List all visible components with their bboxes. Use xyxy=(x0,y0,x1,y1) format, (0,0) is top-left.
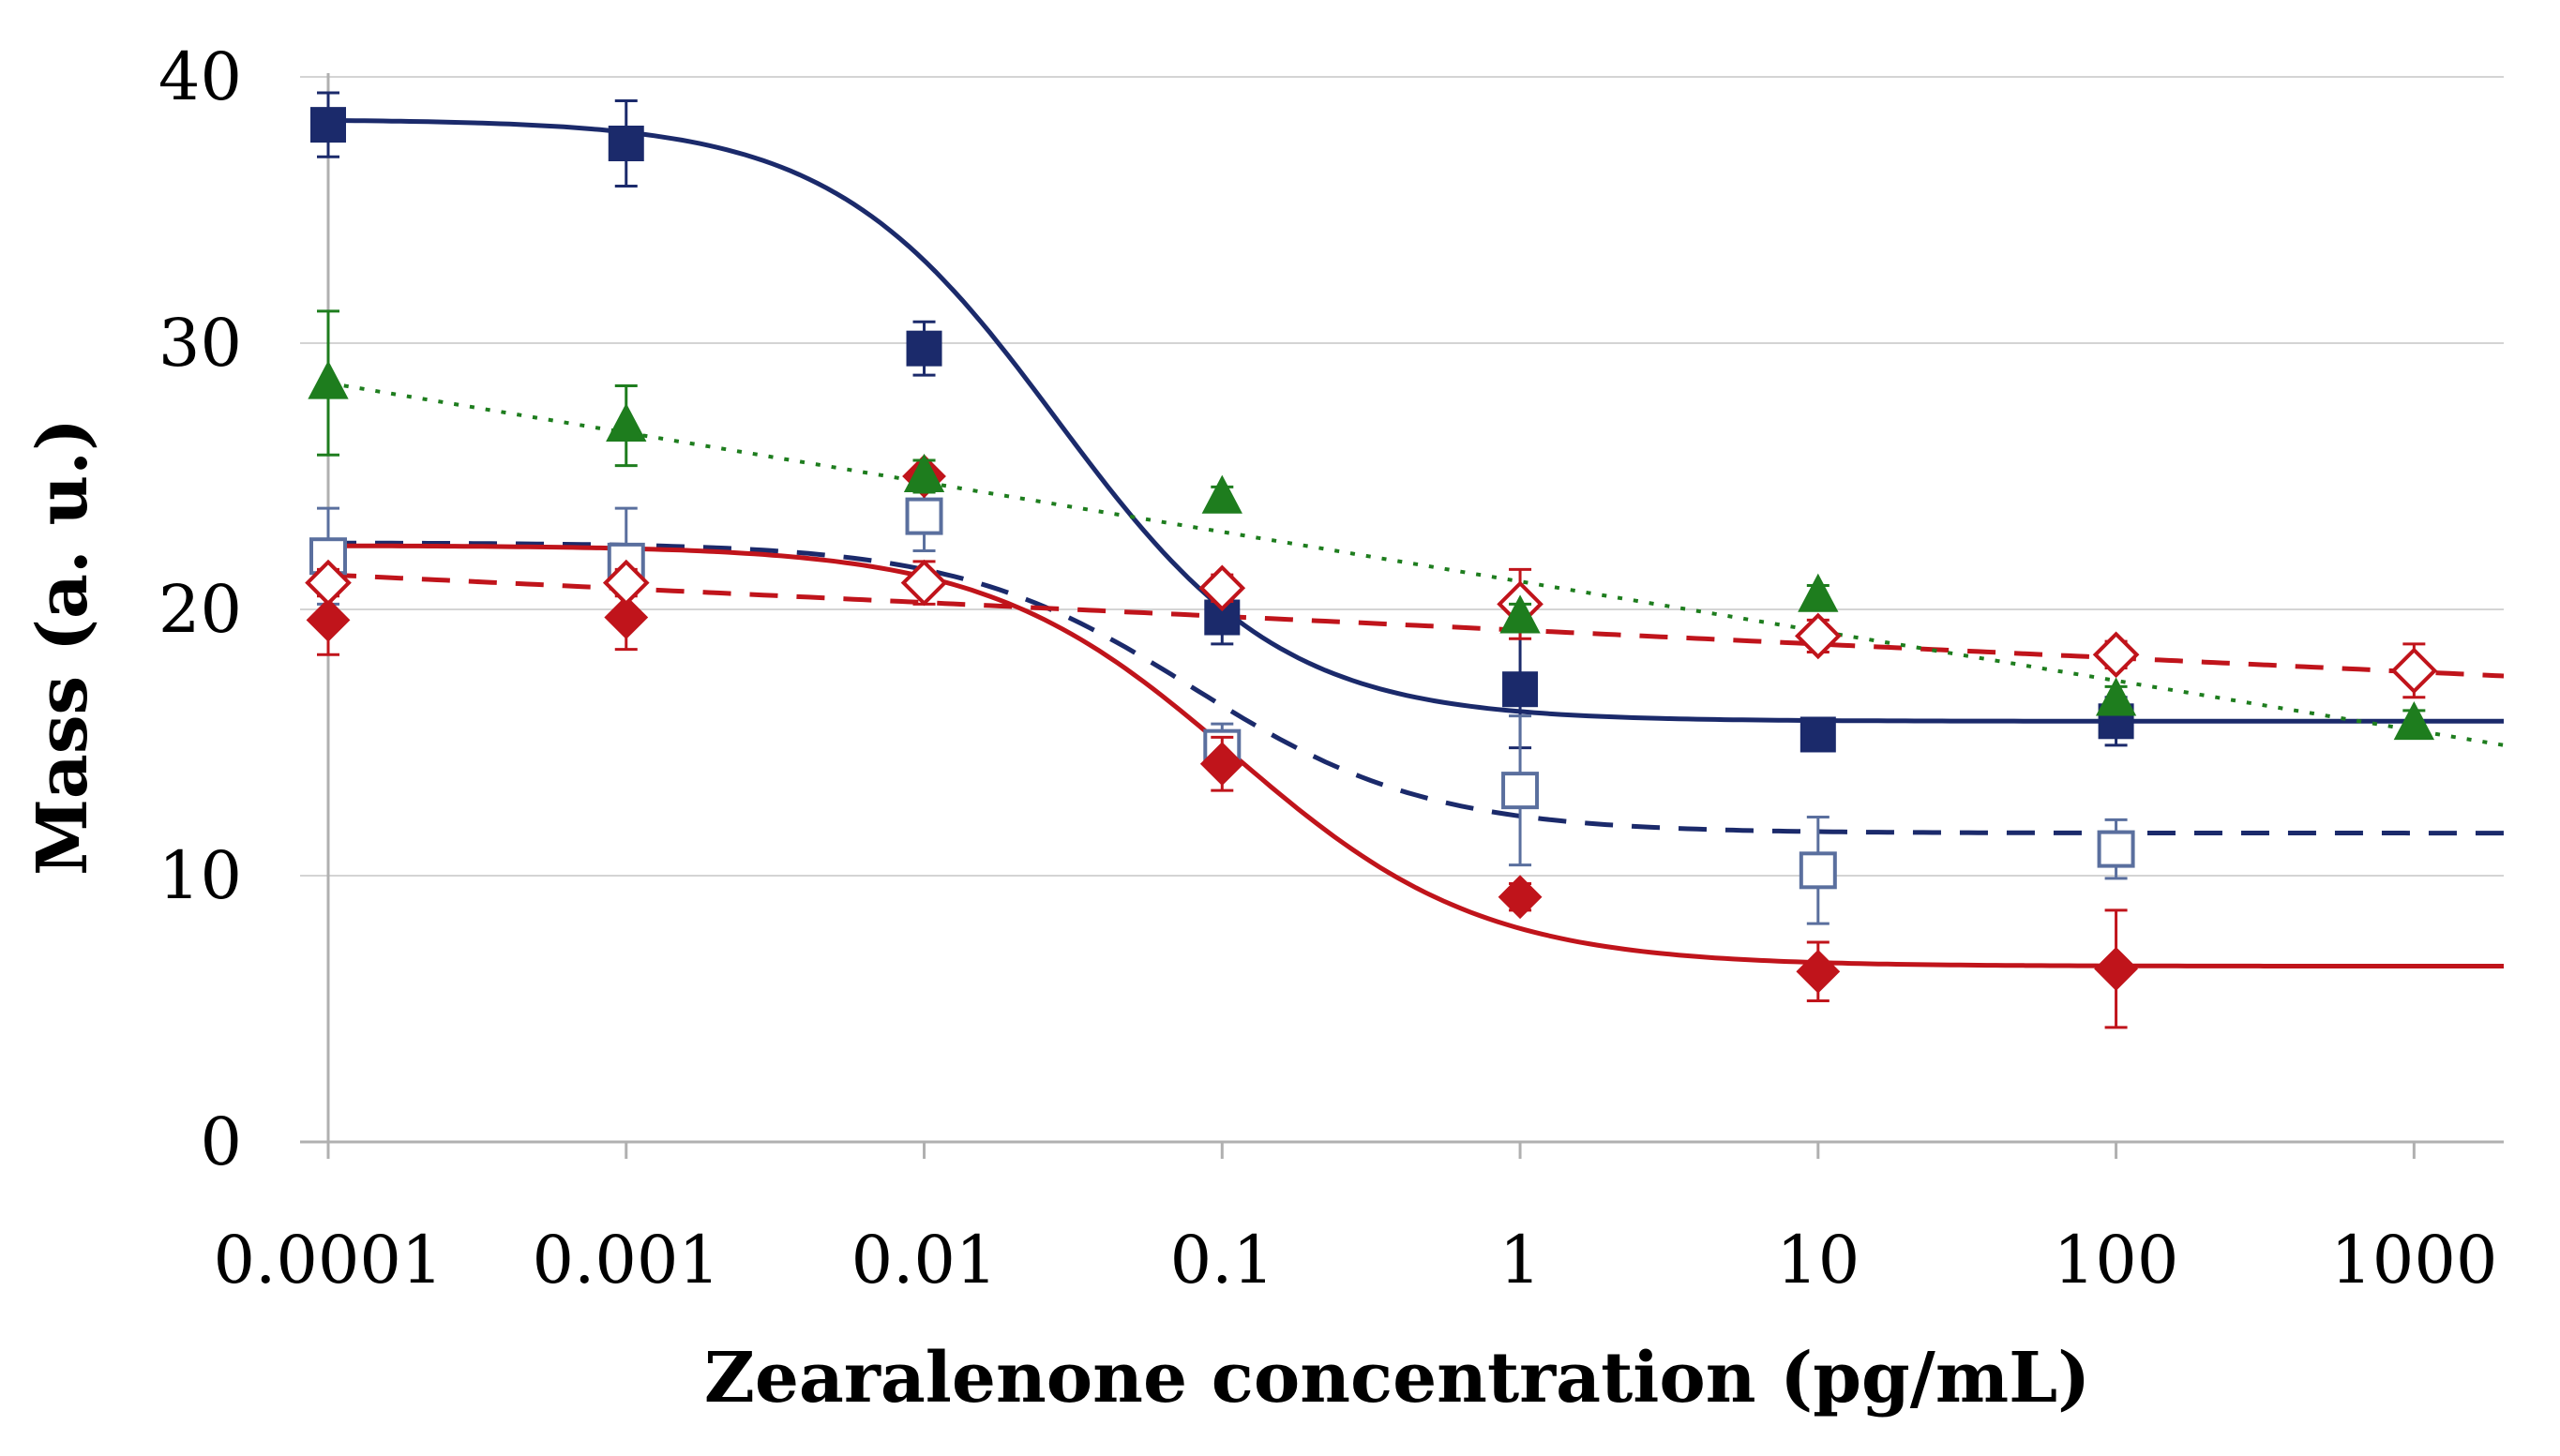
x-axis-title: Zearalenone concentration (pg/mL) xyxy=(704,1338,2090,1418)
x-tick-label: 1 xyxy=(1499,1222,1542,1298)
marker-square xyxy=(906,330,942,367)
marker-diamond xyxy=(2390,647,2438,695)
marker-triangle xyxy=(2095,677,2137,716)
data-point-filled-diamonds xyxy=(1199,735,1244,792)
data-point-filled-triangles xyxy=(1798,573,1839,612)
marker-diamond xyxy=(1199,742,1244,787)
labels-layer: 0 10 20 30 40 0.0001 0.001 0.01 0.1 1 10 100 1000 xyxy=(158,38,2498,1298)
marker-diamond xyxy=(2094,946,2138,991)
x-tick-label: 0.1 xyxy=(1170,1222,1274,1298)
y-tick-label: 40 xyxy=(158,38,242,115)
data-point-filled-triangles xyxy=(2393,700,2435,741)
x-tick-label: 0.001 xyxy=(533,1222,720,1298)
marker-diamond xyxy=(1796,949,1841,994)
marker-diamond xyxy=(602,559,650,607)
fit-lines-layer xyxy=(327,117,2505,968)
marker-square xyxy=(1799,851,1837,890)
data-point-open-squares xyxy=(2097,818,2135,880)
y-tick-label: 20 xyxy=(158,571,242,648)
data-point-filled-diamonds xyxy=(1498,875,1543,920)
fit-line-open-diamonds xyxy=(327,572,2505,679)
marker-diamond xyxy=(1794,612,1842,660)
data-point-filled-squares xyxy=(1204,589,1241,646)
y-axis-title: Mass (a. u.) xyxy=(23,418,103,876)
data-point-filled-triangles xyxy=(1499,594,1541,634)
marker-diamond xyxy=(2092,631,2140,679)
fit-line-filled-diamonds xyxy=(328,543,2504,968)
marker-triangle xyxy=(903,453,945,492)
marker-square xyxy=(1800,716,1836,753)
marker-square xyxy=(1502,671,1539,708)
data-point-filled-triangles xyxy=(903,453,945,494)
fit-line-filled-triangles xyxy=(327,381,2505,747)
data-point-open-squares xyxy=(1501,714,1540,867)
data-point-filled-triangles xyxy=(606,383,647,468)
data-point-filled-diamonds xyxy=(1796,940,1841,1002)
data-point-open-diamonds xyxy=(305,559,352,607)
data-point-filled-squares xyxy=(608,99,644,188)
data-point-filled-squares xyxy=(310,91,346,158)
marker-square xyxy=(608,126,644,161)
data-point-filled-triangles xyxy=(1201,474,1242,514)
marker-square xyxy=(905,497,943,535)
fit-line-open-squares xyxy=(328,540,2504,836)
marker-diamond xyxy=(900,559,948,607)
data-point-filled-squares xyxy=(1800,716,1836,753)
marker-triangle xyxy=(1798,573,1839,612)
y-tick-label: 0 xyxy=(200,1103,242,1180)
marker-square xyxy=(310,107,346,143)
data-point-open-diamonds xyxy=(2390,642,2438,699)
marks-layer xyxy=(305,91,2438,1029)
data-point-open-diamonds xyxy=(1198,564,1246,612)
marker-diamond xyxy=(604,595,649,639)
marker-triangle xyxy=(308,360,349,399)
y-tick-label: 30 xyxy=(158,305,242,382)
x-tick-label: 10 xyxy=(1776,1222,1860,1298)
x-tick-label: 100 xyxy=(2054,1222,2179,1298)
marker-square xyxy=(1501,772,1540,810)
marker-diamond xyxy=(1498,875,1543,920)
marker-triangle xyxy=(606,402,647,443)
x-tick-label: 1000 xyxy=(2330,1222,2497,1298)
data-point-open-diamonds xyxy=(2092,631,2140,679)
data-point-filled-triangles xyxy=(308,309,349,457)
data-point-open-diamonds xyxy=(900,559,948,607)
marker-triangle xyxy=(1499,594,1541,634)
marker-triangle xyxy=(2393,700,2435,741)
data-point-filled-squares xyxy=(906,320,942,377)
fit-line-filled-squares xyxy=(327,117,2504,724)
data-point-filled-triangles xyxy=(2095,677,2137,716)
marker-diamond xyxy=(305,559,352,607)
grid-layer xyxy=(300,76,2504,877)
data-point-open-diamonds xyxy=(602,559,650,607)
x-tick-label: 0.0001 xyxy=(214,1222,444,1298)
marker-triangle xyxy=(1201,474,1242,514)
x-tick-label: 0.01 xyxy=(851,1222,998,1298)
data-point-filled-diamonds xyxy=(2094,908,2138,1029)
y-tick-label: 10 xyxy=(158,837,242,914)
marker-square xyxy=(2097,830,2135,868)
marker-diamond xyxy=(1198,564,1246,612)
data-point-open-squares xyxy=(1799,816,1837,925)
marker-diamond xyxy=(306,597,351,642)
data-point-open-diamonds xyxy=(1794,612,1842,660)
